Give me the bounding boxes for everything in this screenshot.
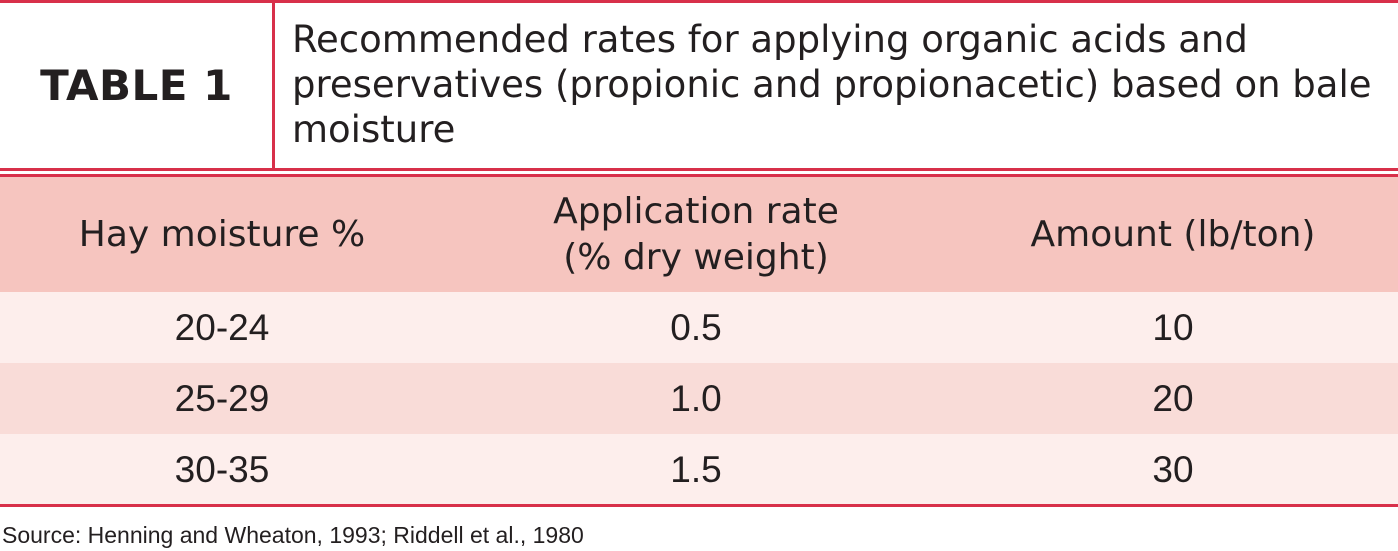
header-top-rule <box>0 174 1398 177</box>
cell-amount: 10 <box>948 292 1398 363</box>
column-header-amount-text: Amount (lb/ton) <box>1030 213 1316 255</box>
column-header-application-rate-line1: Application rate <box>553 190 839 232</box>
column-header-hay-moisture-text: Hay moisture % <box>78 213 366 255</box>
table-row: 25-29 1.0 20 <box>0 363 1398 434</box>
table-bottom-rule <box>0 504 1398 507</box>
top-rule <box>0 0 1398 3</box>
cell-application-rate: 1.0 <box>444 363 948 434</box>
title-divider <box>272 3 275 168</box>
column-header-application-rate: Application rate (% dry weight) <box>444 177 948 292</box>
data-table: Hay moisture % Application rate (% dry w… <box>0 177 1398 505</box>
header-row: Hay moisture % Application rate (% dry w… <box>0 177 1398 292</box>
cell-hay-moisture: 25-29 <box>0 363 444 434</box>
cell-hay-moisture: 20-24 <box>0 292 444 363</box>
title-bottom-rule <box>0 168 1398 171</box>
cell-amount: 20 <box>948 363 1398 434</box>
cell-application-rate: 0.5 <box>444 292 948 363</box>
cell-application-rate: 1.5 <box>444 434 948 505</box>
table-row: 20-24 0.5 10 <box>0 292 1398 363</box>
column-header-amount: Amount (lb/ton) <box>948 177 1398 292</box>
table-number-label: TABLE 1 <box>40 61 233 110</box>
table-title: Recommended rates for applying organic a… <box>292 18 1372 151</box>
table-row: 30-35 1.5 30 <box>0 434 1398 505</box>
column-header-hay-moisture: Hay moisture % <box>0 177 444 292</box>
source-note: Source: Henning and Wheaton, 1993; Ridde… <box>2 522 584 548</box>
column-header-application-rate-line2: (% dry weight) <box>563 236 829 278</box>
cell-hay-moisture: 30-35 <box>0 434 444 505</box>
table-title-block: TABLE 1 Recommended rates for applying o… <box>0 3 1398 168</box>
cell-amount: 30 <box>948 434 1398 505</box>
